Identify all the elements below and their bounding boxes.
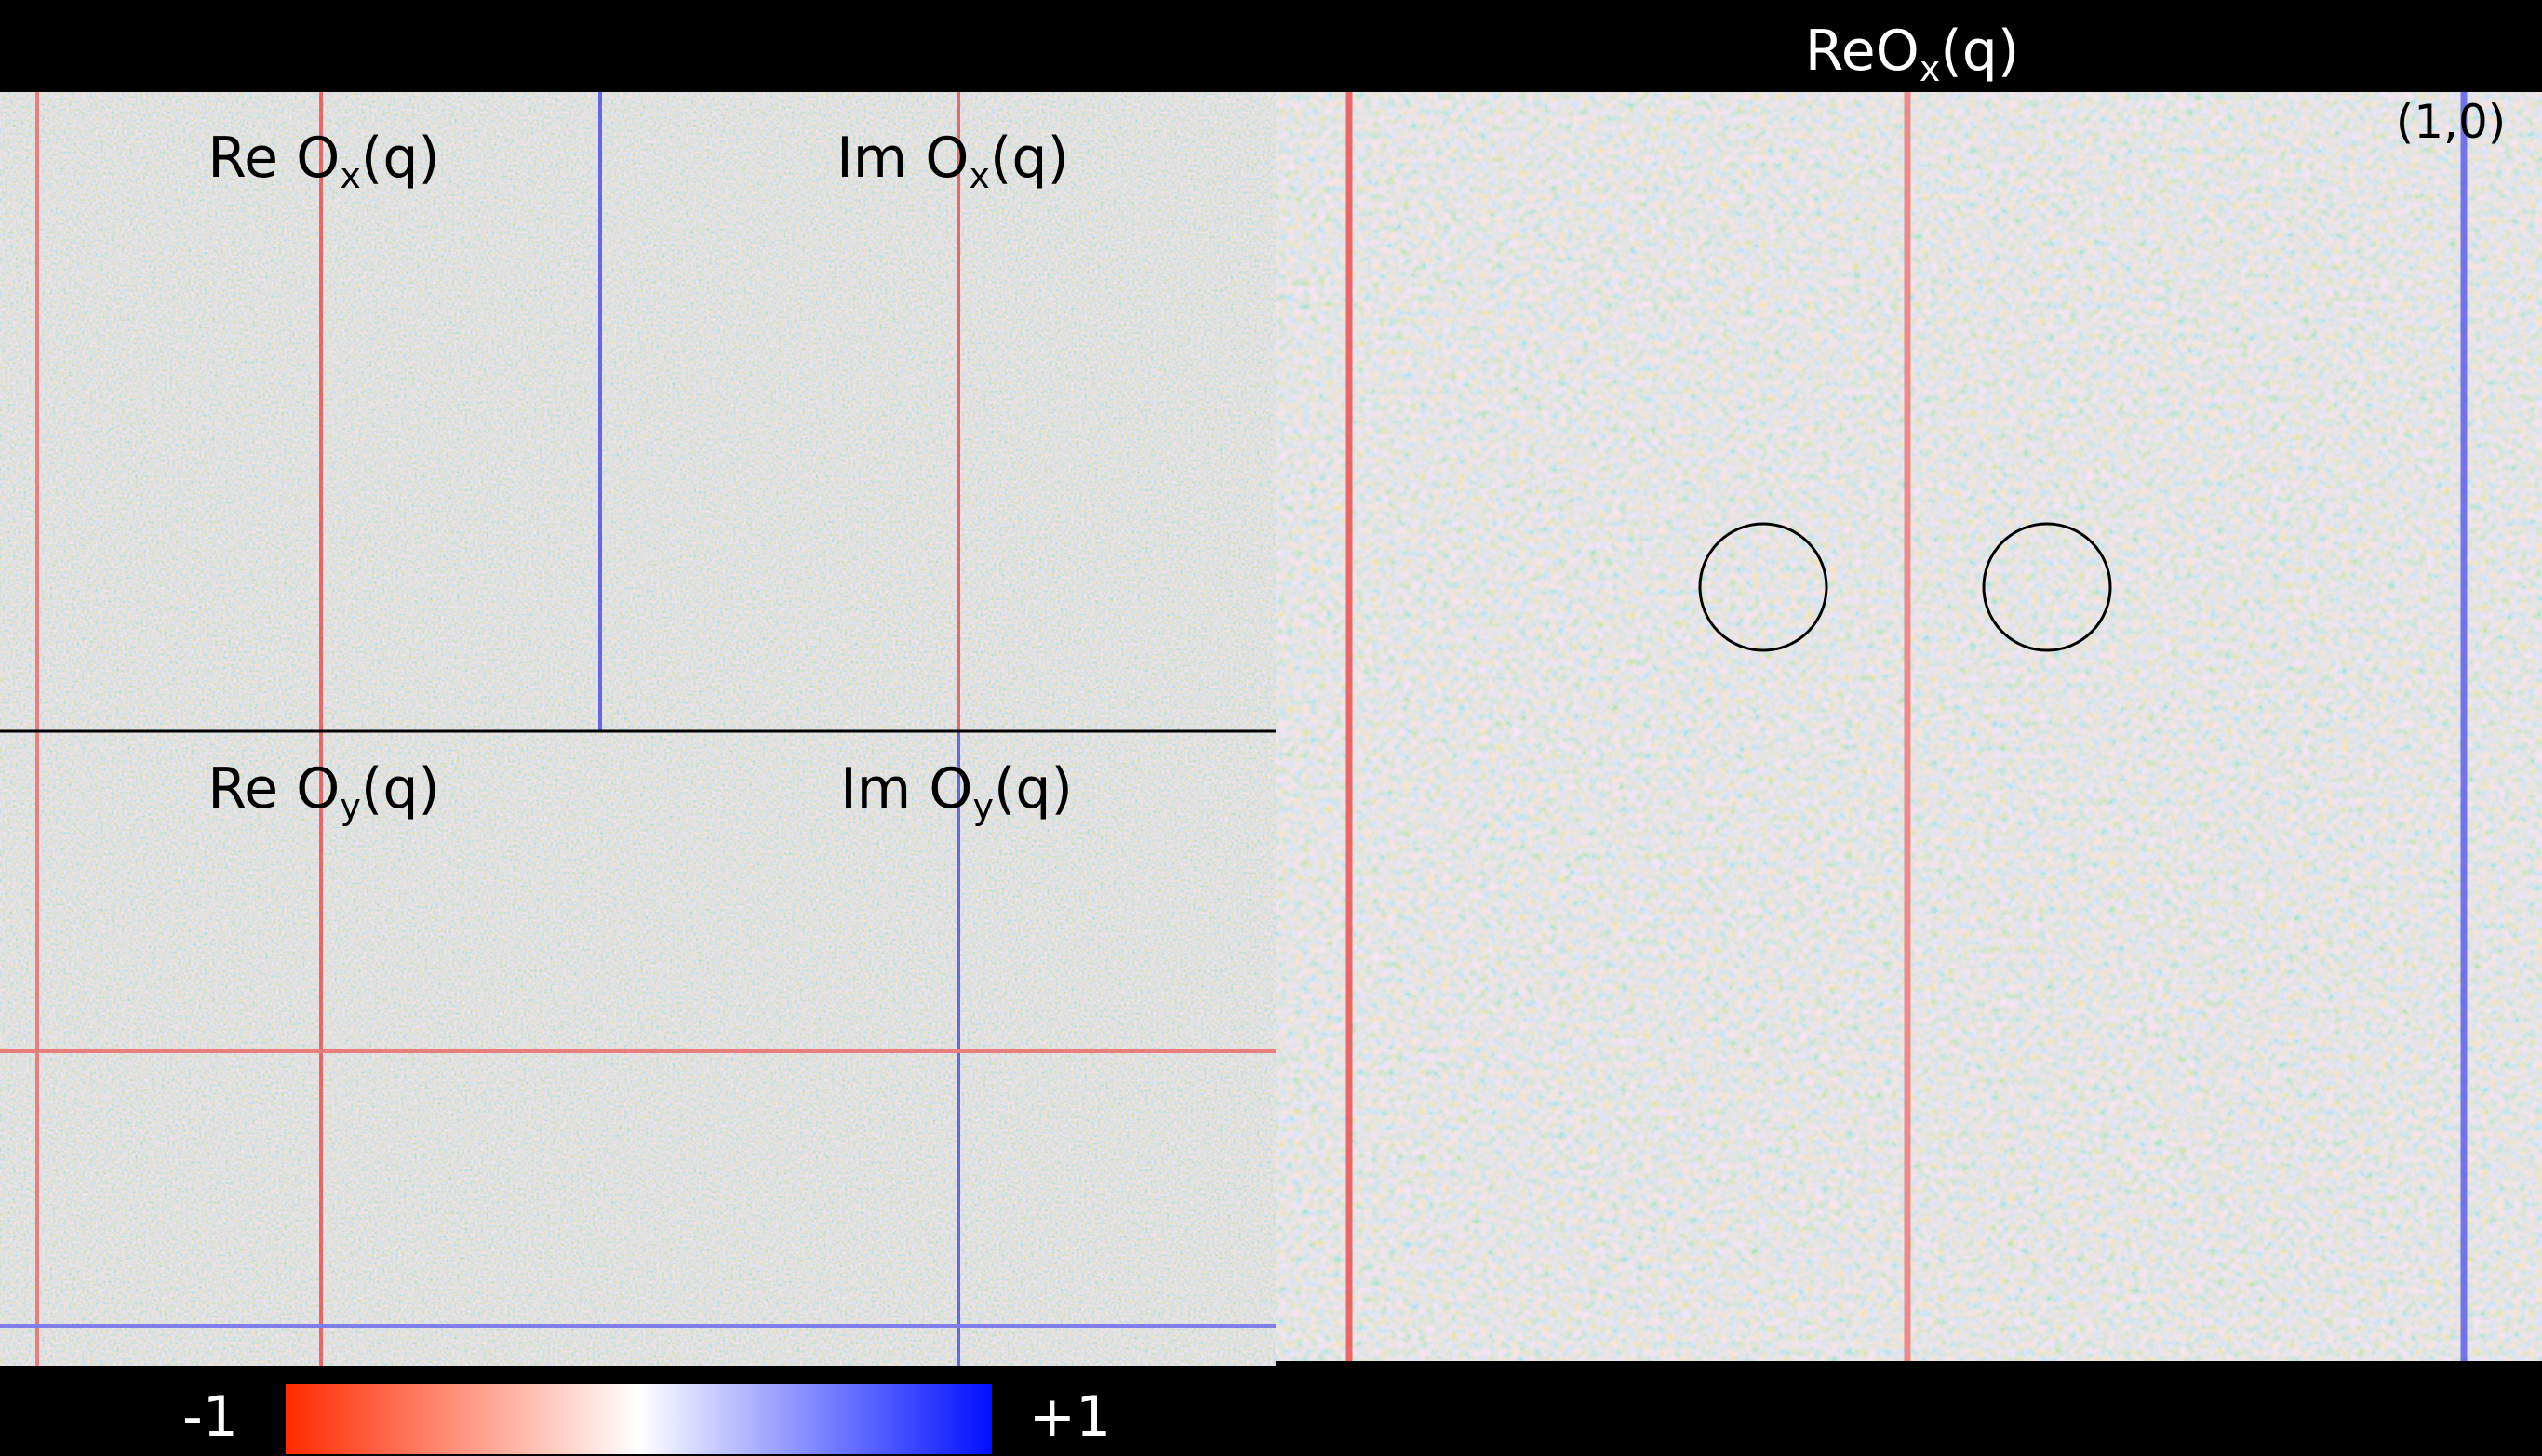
zoom-map: (1,0) (1276, 92, 2542, 1361)
streaks (1345, 92, 2468, 1361)
highlight-circle (1982, 522, 2112, 652)
panel-label: Im Ox(q) (836, 126, 1069, 196)
zoom-label: (1,0) (2396, 95, 2507, 149)
small-maps: Re Ox(q) Im Ox(q) Re Oy(q) Im Oy(q) (0, 92, 1276, 1366)
panel-label: Re Ox(q) (207, 126, 440, 196)
panel-label: Im Oy(q) (840, 756, 1073, 827)
colorbar (286, 1384, 992, 1454)
panel-label: Re Oy(q) (207, 756, 440, 827)
title: ReOx(q) (1805, 19, 2020, 89)
highlight-circle (1698, 522, 1828, 652)
colorbar-min-label: -1 (182, 1384, 238, 1449)
colorbar-max-label: +1 (1029, 1384, 1111, 1449)
map-noise (0, 92, 1276, 1366)
streaks (0, 92, 1276, 1366)
